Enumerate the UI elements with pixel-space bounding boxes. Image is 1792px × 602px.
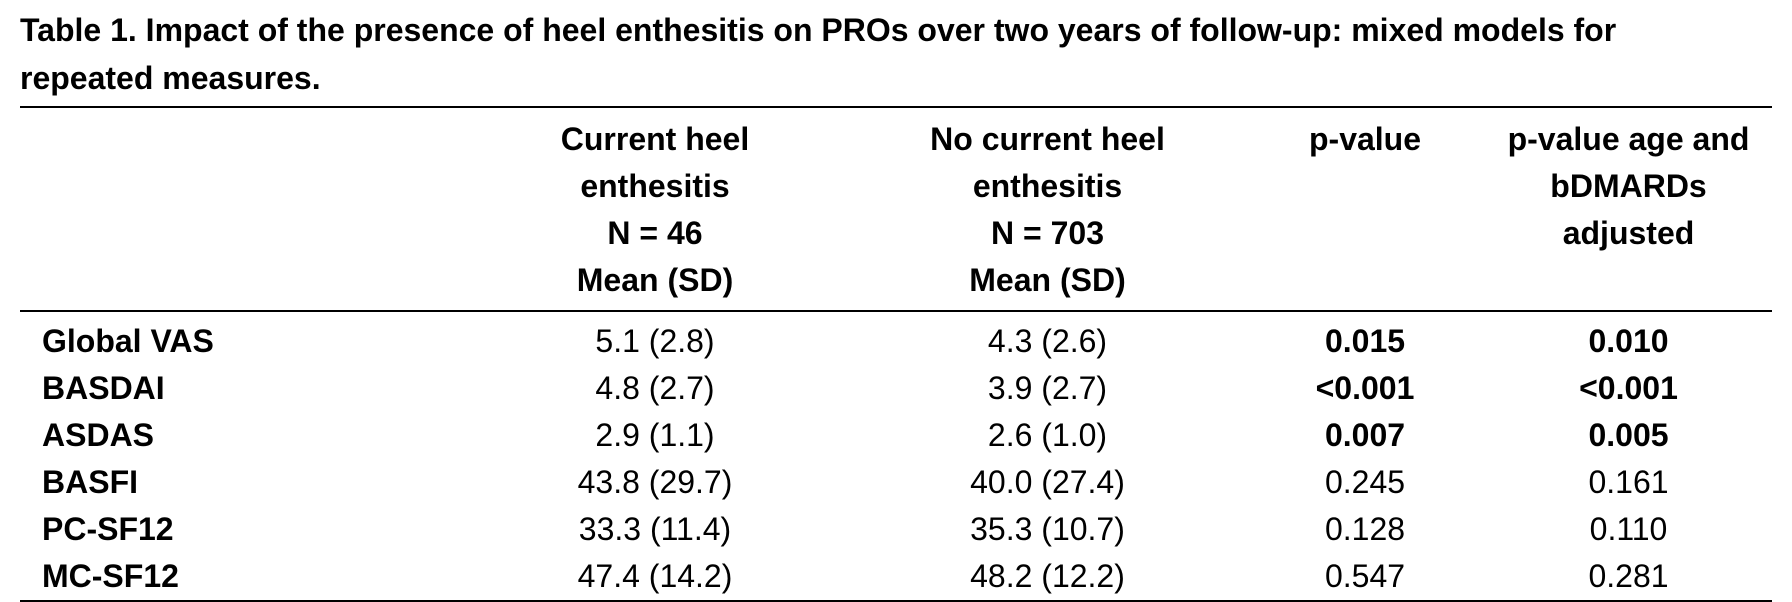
header-text: Mean (SD): [969, 262, 1126, 298]
row-label: BASFI: [42, 464, 138, 500]
p-value-adjusted-cell: 0.110: [1589, 511, 1668, 547]
current-heel-value: 5.1 (2.8): [595, 323, 715, 359]
header-p-value-adjusted: p-value age and bDMARDs adjusted: [1485, 107, 1772, 311]
no-current-heel-value: 48.2 (12.2): [970, 558, 1125, 594]
table-row: MC-SF12 47.4 (14.2) 48.2 (12.2) 0.547 0.…: [20, 553, 1772, 601]
no-current-heel-value: 35.3 (10.7): [970, 511, 1125, 547]
p-value-cell: 0.128: [1324, 511, 1406, 547]
no-current-heel-value: 2.6 (1.0): [987, 417, 1108, 453]
header-text: Mean (SD): [576, 262, 734, 298]
p-value-adjusted-cell: 0.161: [1588, 464, 1669, 500]
current-heel-value: 4.8 (2.7): [595, 370, 715, 406]
p-value-cell: 0.007: [1324, 417, 1406, 453]
p-value-cell: 0.245: [1324, 464, 1406, 500]
p-value-cell: <0.001: [1315, 370, 1415, 406]
row-label: PC-SF12: [42, 511, 174, 547]
header-text: Current heel: [560, 121, 750, 157]
header-text: p-value: [1308, 121, 1422, 157]
header-text: N = 703: [991, 215, 1104, 251]
header-no-current-heel-enthesitis: No current heel enthesitis N = 703 Mean …: [850, 107, 1245, 311]
caption-line-1: Table 1. Impact of the presence of heel …: [20, 12, 1617, 48]
row-label: Global VAS: [42, 323, 214, 359]
header-text: enthesitis: [580, 168, 730, 204]
table-row: BASDAI 4.8 (2.7) 3.9 (2.7) <0.001 <0.001: [20, 365, 1772, 412]
table-row: PC-SF12 33.3 (11.4) 35.3 (10.7) 0.128 0.…: [20, 506, 1772, 553]
no-current-heel-value: 3.9 (2.7): [987, 370, 1108, 406]
table-row: ASDAS 2.9 (1.1) 2.6 (1.0) 0.007 0.005: [20, 412, 1772, 459]
table-row: Global VAS 5.1 (2.8) 4.3 (2.6) 0.015 0.0…: [20, 311, 1772, 365]
header-p-value: p-value: [1245, 107, 1485, 311]
header-current-heel-enthesitis: Current heel enthesitis N = 46 Mean (SD): [460, 107, 850, 311]
current-heel-value: 2.9 (1.1): [595, 417, 715, 453]
current-heel-value: 47.4 (14.2): [577, 558, 733, 594]
results-table: Current heel enthesitis N = 46 Mean (SD)…: [20, 106, 1772, 602]
header-text: adjusted: [1562, 215, 1695, 251]
header-text: N = 46: [607, 215, 703, 251]
table-row: BASFI 43.8 (29.7) 40.0 (27.4) 0.245 0.16…: [20, 459, 1772, 506]
header-text: bDMARDs: [1550, 168, 1707, 204]
no-current-heel-value: 40.0 (27.4): [970, 464, 1125, 500]
header-label-column: [20, 107, 460, 311]
header-text: enthesitis: [972, 168, 1123, 204]
row-label: MC-SF12: [42, 558, 179, 594]
row-label: BASDAI: [42, 370, 165, 406]
current-heel-value: 33.3 (11.4): [578, 511, 732, 547]
table-caption: Table 1. Impact of the presence of heel …: [20, 6, 1772, 102]
p-value-adjusted-cell: 0.010: [1588, 323, 1669, 359]
header-text: No current heel: [930, 121, 1165, 157]
p-value-adjusted-cell: <0.001: [1579, 370, 1678, 406]
p-value-cell: 0.547: [1324, 558, 1406, 594]
current-heel-value: 43.8 (29.7): [577, 464, 733, 500]
p-value-cell: 0.015: [1324, 323, 1406, 359]
header-row: Current heel enthesitis N = 46 Mean (SD)…: [20, 107, 1772, 311]
header-text: p-value age and: [1507, 121, 1750, 157]
caption-line-2: repeated measures.: [20, 60, 321, 96]
table-body: Global VAS 5.1 (2.8) 4.3 (2.6) 0.015 0.0…: [20, 311, 1772, 601]
no-current-heel-value: 4.3 (2.6): [987, 323, 1108, 359]
table-header: Current heel enthesitis N = 46 Mean (SD)…: [20, 107, 1772, 311]
p-value-adjusted-cell: 0.281: [1588, 558, 1669, 594]
p-value-adjusted-cell: 0.005: [1588, 417, 1669, 453]
row-label: ASDAS: [42, 417, 155, 453]
